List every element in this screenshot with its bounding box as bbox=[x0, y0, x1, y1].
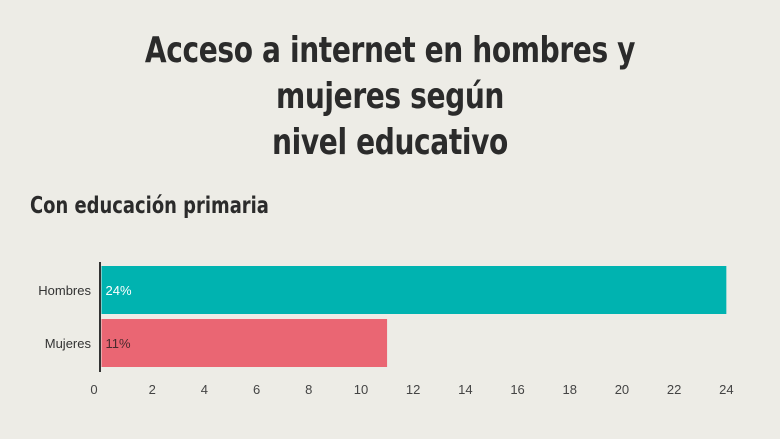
x-tick-label-4: 4 bbox=[201, 382, 208, 397]
bar-hombres bbox=[101, 266, 727, 314]
chart-title-line2: nivel educativo bbox=[272, 122, 508, 163]
category-label-mujeres: Mujeres bbox=[45, 336, 92, 351]
x-tick-label-0: 0 bbox=[90, 382, 97, 397]
x-tick-label-12: 12 bbox=[406, 382, 420, 397]
x-tick-label-14: 14 bbox=[458, 382, 472, 397]
x-tick-label-24: 24 bbox=[719, 382, 733, 397]
x-tick-label-10: 10 bbox=[354, 382, 368, 397]
x-tick-label-2: 2 bbox=[149, 382, 156, 397]
x-tick-label-8: 8 bbox=[305, 382, 312, 397]
chart-title: Acceso a internet en hombres y mujeres s… bbox=[86, 28, 694, 166]
value-label-hombres: 24% bbox=[106, 283, 132, 298]
x-tick-label-6: 6 bbox=[253, 382, 260, 397]
x-tick-label-16: 16 bbox=[510, 382, 524, 397]
category-label-hombres: Hombres bbox=[38, 283, 91, 298]
value-label-mujeres: 11% bbox=[106, 336, 131, 351]
chart-subtitle: Con educación primaria bbox=[30, 193, 269, 219]
x-tick-label-18: 18 bbox=[563, 382, 577, 397]
bar-mujeres bbox=[101, 319, 388, 367]
x-tick-label-22: 22 bbox=[667, 382, 681, 397]
chart-title-line1: Acceso a internet en hombres y mujeres s… bbox=[144, 30, 636, 117]
x-tick-label-20: 20 bbox=[615, 382, 629, 397]
